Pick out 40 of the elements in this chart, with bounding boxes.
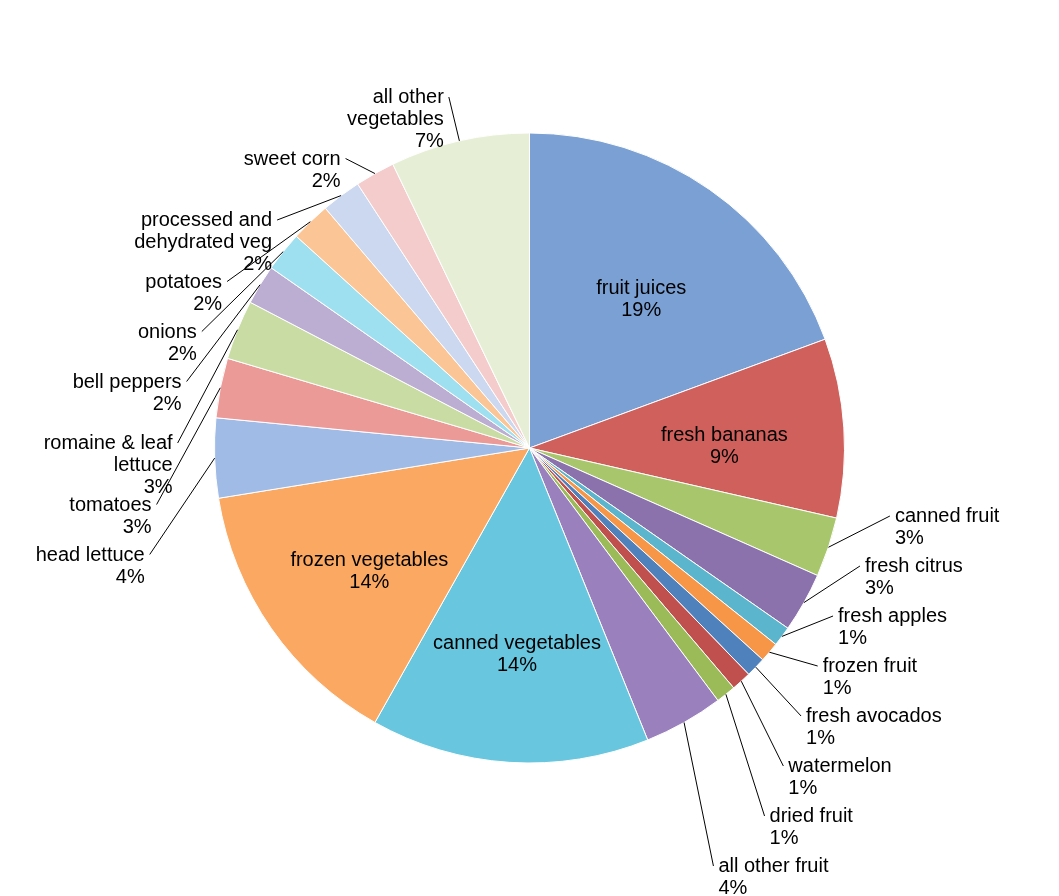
data-label: 1%: [838, 626, 868, 648]
slice-label: head lettuce: [35, 542, 145, 565]
data-label: 9%: [709, 445, 740, 468]
data-label: 2%: [167, 341, 198, 364]
slice-label: fresh bananas: [661, 423, 788, 446]
slice-label: all other fruit: [718, 854, 829, 876]
slice-label: canned fruit: [894, 504, 1000, 526]
slice-label: dried fruit: [769, 804, 854, 826]
slice-label: romaine & leaf lettuce: [43, 431, 174, 476]
slice-label: canned vegetables: [433, 630, 601, 653]
slice-label: onions: [137, 319, 197, 342]
slice-label: frozen fruit: [822, 654, 918, 676]
data-label: 4%: [115, 564, 145, 587]
slice-label: frozen vegetables: [290, 547, 449, 570]
data-label: 2%: [152, 391, 182, 414]
data-label: 1%: [806, 726, 836, 748]
data-label: 4%: [718, 876, 748, 896]
slice-label: fruit juices: [596, 275, 687, 298]
slice-label: all other vegetables: [347, 85, 445, 130]
data-label: 1%: [822, 676, 852, 698]
data-label: 1%: [769, 826, 799, 848]
data-label: 14%: [349, 569, 390, 592]
slice-label: watermelon: [787, 754, 892, 776]
data-label: 2%: [193, 291, 223, 314]
data-label: 3%: [864, 576, 895, 598]
slice-label: tomatoes: [69, 492, 152, 515]
slice-label: fresh avocados: [806, 704, 942, 726]
slice-label: fresh citrus: [864, 554, 963, 576]
data-label: 2%: [311, 168, 341, 191]
data-label: 1%: [788, 776, 818, 798]
data-label: 19%: [621, 297, 662, 320]
slice-label: sweet corn: [243, 146, 341, 169]
slice-label: bell peppers: [72, 369, 182, 392]
data-label: 7%: [414, 129, 445, 152]
slice-label: processed and dehydrated veg: [134, 208, 273, 253]
slice-label: potatoes: [145, 269, 223, 292]
data-label: 3%: [122, 514, 152, 537]
data-label: 3%: [894, 526, 925, 548]
slice-label: fresh apples: [838, 604, 948, 626]
data-label: 14%: [496, 652, 538, 675]
